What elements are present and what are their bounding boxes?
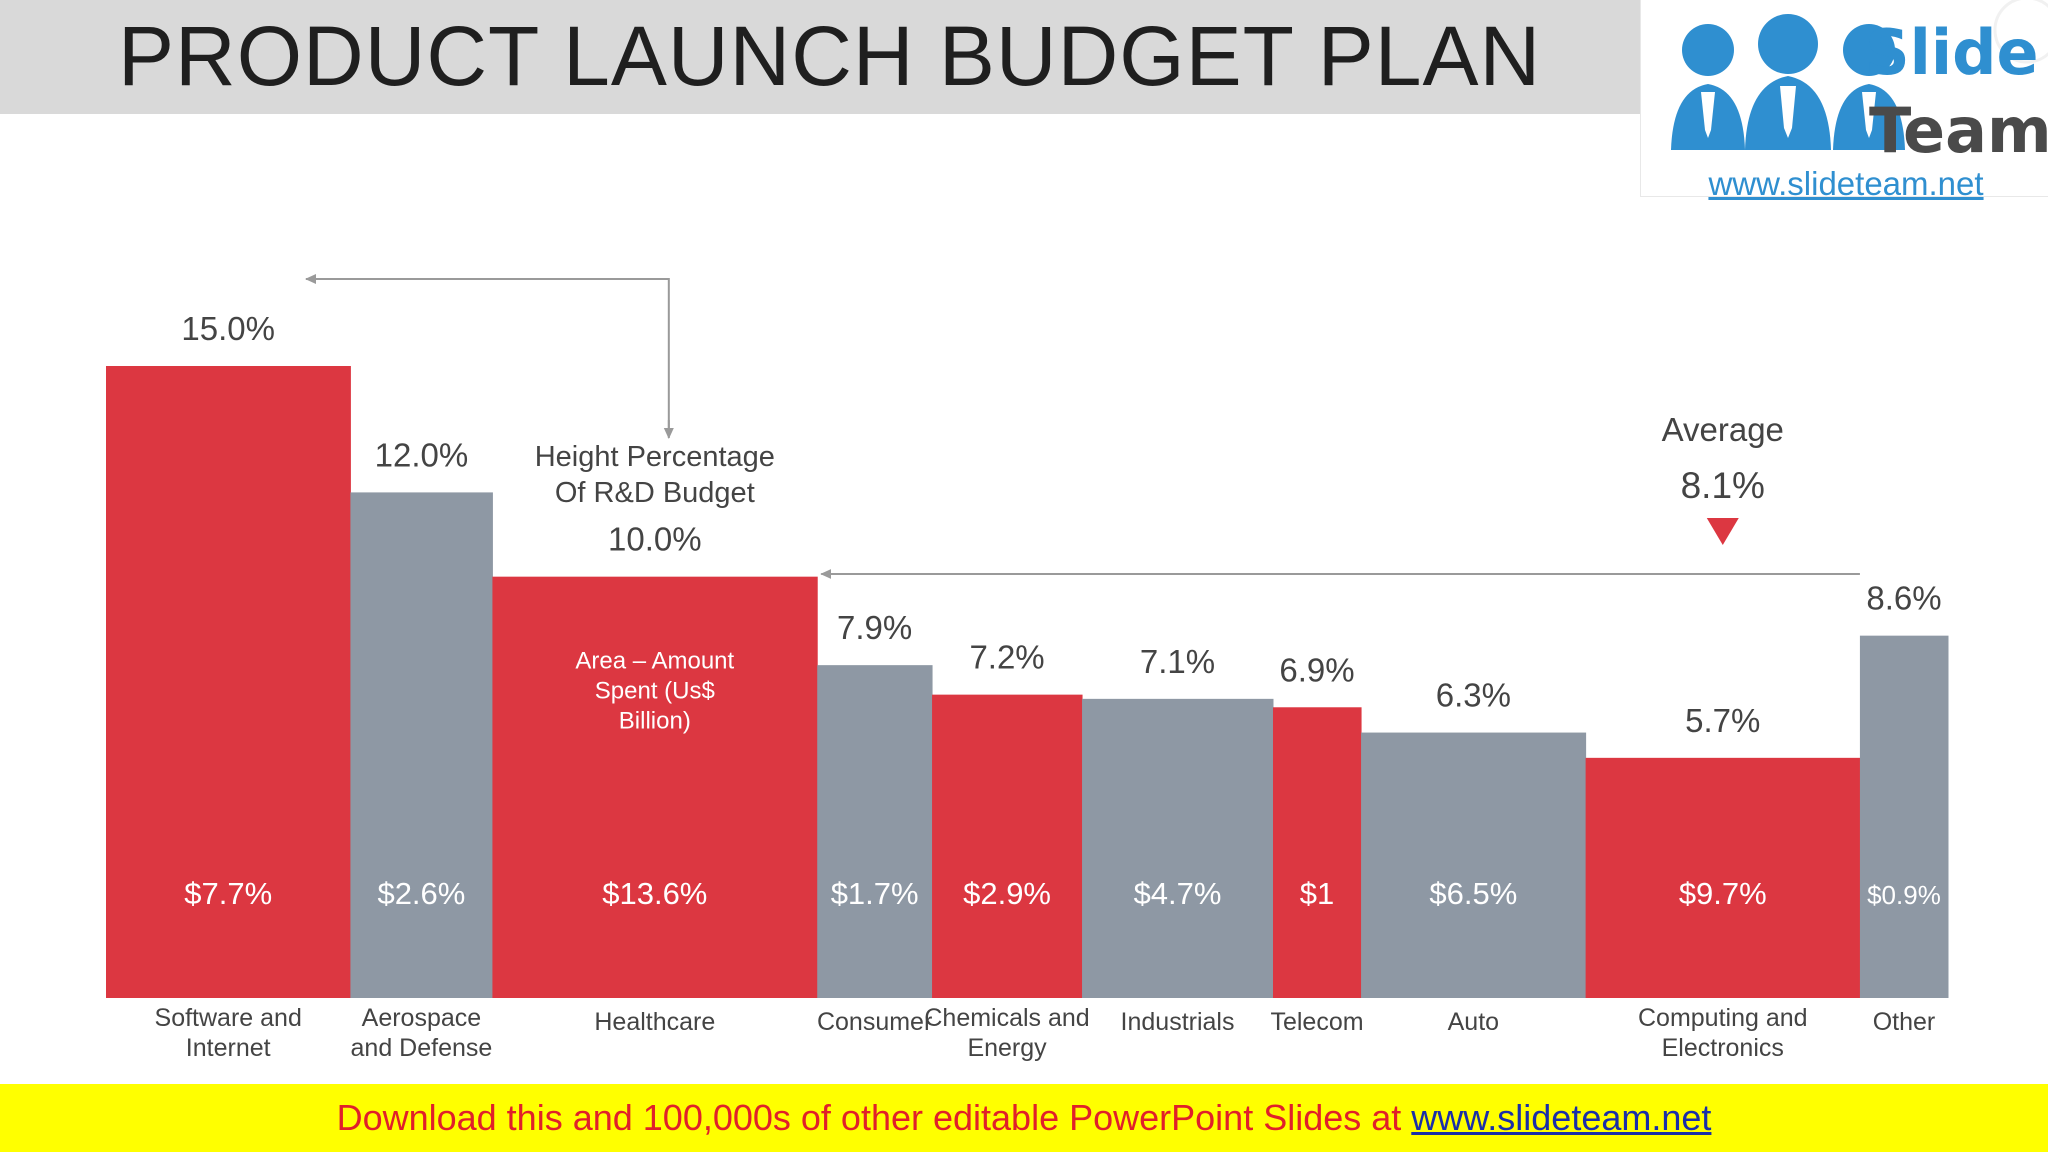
inner-label-1: $2.6% <box>377 876 465 911</box>
bar-1 <box>350 492 493 998</box>
category-label-6-0: Telecom <box>1270 1008 1363 1036</box>
logo-url-link[interactable]: www.slideteam.net <box>1708 165 1984 202</box>
value-label-0: 15.0% <box>181 310 275 347</box>
value-label-5: 7.1% <box>1140 643 1215 680</box>
bar-4 <box>932 694 1083 998</box>
value-label-6: 6.9% <box>1279 651 1354 688</box>
bar-7 <box>1361 732 1587 998</box>
value-label-1: 12.0% <box>375 436 469 473</box>
value-label-7: 6.3% <box>1436 677 1511 714</box>
inner-label-8: $9.7% <box>1679 876 1767 911</box>
average-label: Average <box>1662 411 1784 448</box>
area-note-line-0: Area – Amount <box>575 648 734 675</box>
category-label-7-0: Auto <box>1448 1008 1499 1036</box>
value-label-2: 10.0% <box>608 521 702 558</box>
slideteam-logo: Slide Team www.slideteam.net <box>1640 0 2048 202</box>
inner-label-2: $13.6% <box>602 876 707 911</box>
category-label-5-0: Industrials <box>1121 1008 1235 1036</box>
category-label-8-1: Electronics <box>1662 1034 1784 1062</box>
annotation-layer: Height Percentage Of R&D Budget Area – Amo… <box>305 274 1860 735</box>
height-note-line-0: Height Percentage <box>535 441 775 473</box>
category-label-0-1: Internet <box>186 1034 271 1062</box>
category-label-9-0: Other <box>1873 1008 1936 1036</box>
category-label-4-1: Energy <box>967 1034 1047 1062</box>
inner-label-6: $1 <box>1300 876 1334 911</box>
category-label-0-0: Software and <box>155 1004 302 1032</box>
value-label-4: 7.2% <box>969 639 1044 676</box>
category-label-8-0: Computing and <box>1638 1004 1808 1032</box>
inner-label-4: $2.9% <box>963 876 1051 911</box>
category-label-1-0: Aerospace <box>362 1004 482 1032</box>
value-label-3: 7.9% <box>837 609 912 646</box>
value-label-8: 5.7% <box>1685 702 1760 739</box>
average-triangle-icon <box>1706 518 1739 545</box>
inner-label-0: $7.7% <box>184 876 272 911</box>
bar-0 <box>106 366 351 998</box>
bar-9 <box>1859 635 1949 998</box>
footer-text: Download this and 100,000s of other edit… <box>336 1097 1412 1138</box>
category-label-2-0: Healthcare <box>594 1008 715 1036</box>
logo-word-slide: Slide <box>1865 16 2039 89</box>
bar-5 <box>1082 698 1274 998</box>
bar-6 <box>1272 707 1362 998</box>
bar-2 <box>492 576 818 998</box>
inner-label-9: $0.9% <box>1867 880 1941 910</box>
inner-label-5: $4.7% <box>1134 876 1222 911</box>
value-label-9: 8.6% <box>1866 580 1941 617</box>
area-note-line-1: Spent (Us$ <box>595 678 715 705</box>
footer-banner: Download this and 100,000s of other edit… <box>0 1084 2048 1152</box>
people-logo-icon <box>1671 0 2048 150</box>
height-note-line-1: Of R&D Budget <box>555 477 755 509</box>
title-bar: PRODUCT LAUNCH BUDGET PLAN <box>0 0 1640 114</box>
logo-word-team: Team <box>1869 94 2048 167</box>
category-label-1-1: and Defense <box>351 1034 493 1062</box>
footer-link[interactable]: www.slideteam.net <box>1411 1097 1712 1138</box>
inner-label-7: $6.5% <box>1429 876 1517 911</box>
height-note-arrow <box>305 274 670 436</box>
bar-8 <box>1585 757 1861 998</box>
average-value: 8.1% <box>1681 465 1765 506</box>
inner-label-3: $1.7% <box>831 876 919 911</box>
category-label-3-0: Consumer <box>817 1008 932 1036</box>
slide-title: PRODUCT LAUNCH BUDGET PLAN <box>118 9 1542 103</box>
category-label-4-0: Chemicals and <box>924 1004 1089 1032</box>
bar-3 <box>817 665 933 998</box>
area-note-line-2: Billion) <box>619 708 691 735</box>
